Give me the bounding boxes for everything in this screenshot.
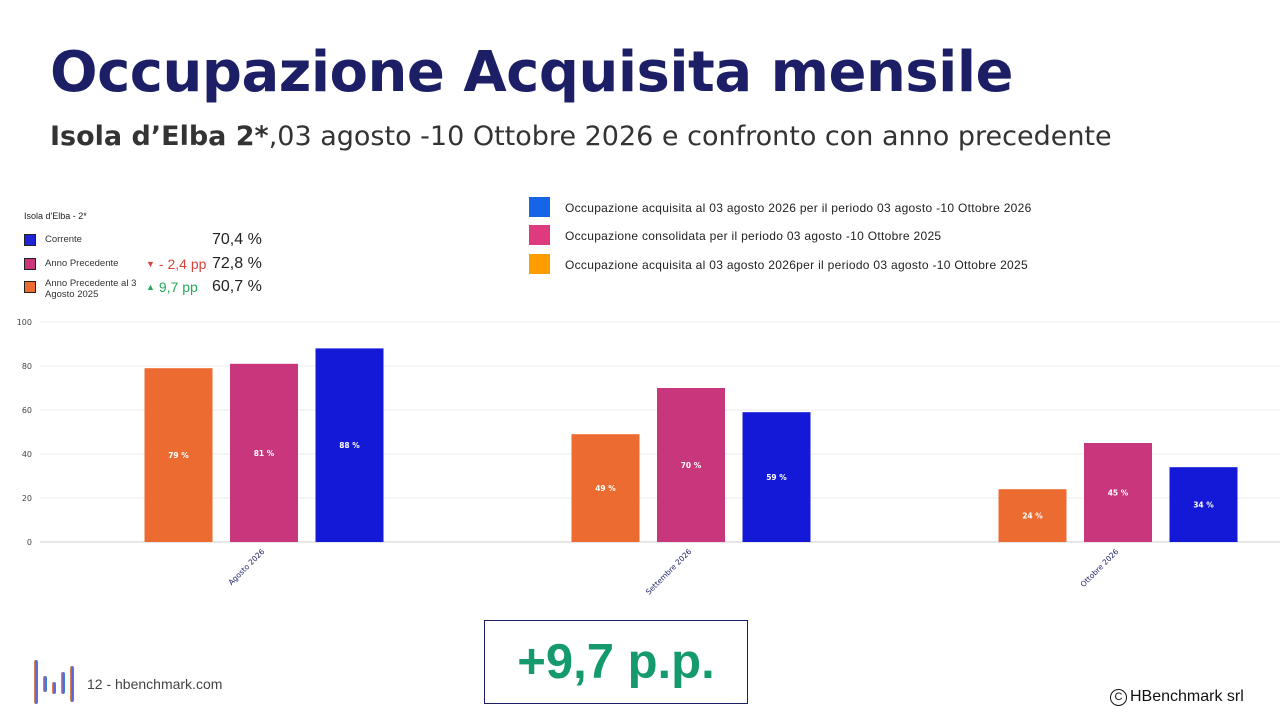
x-tick-label: Settembre 2026 — [644, 547, 694, 597]
bar-value-label: 49 % — [595, 484, 616, 493]
legend-item-2026-acquired: Occupazione acquisita al 03 agosto 2026 … — [529, 197, 1229, 219]
copyright-notice: C HBenchmark srl — [1110, 688, 1244, 706]
bar-value-label: 45 % — [1108, 489, 1129, 498]
y-tick-label: 80 — [22, 362, 32, 371]
kpi-swatch-previous-year — [24, 258, 36, 270]
bar — [571, 434, 640, 542]
kpi-swatch-current — [24, 234, 36, 246]
delta-callout: +9,7 p.p. — [484, 620, 748, 704]
bar — [144, 368, 213, 542]
arrow-up-icon: ▲ — [146, 282, 155, 292]
legend-item-2025-acquired: Occupazione acquisita al 03 agosto 2026p… — [529, 254, 1229, 276]
kpi-value-current: 70,4 % — [212, 231, 262, 248]
slide-title: Occupazione Acquisita mensile — [50, 40, 1014, 105]
copyright-icon: C — [1110, 689, 1127, 706]
bar — [230, 363, 298, 542]
bar — [657, 388, 725, 542]
bar-value-label: 81 % — [254, 449, 275, 458]
bar-value-label: 24 % — [1022, 512, 1043, 521]
kpi-delta-previous-year: ▼ - 2,4 pp — [146, 256, 206, 272]
x-tick-label: Agosto 2026 — [227, 547, 267, 587]
bar — [1169, 467, 1238, 542]
kpi-label-previous-year-at-date: Anno Precedente al 3 Agosto 2025 — [45, 278, 137, 300]
hbenchmark-logo — [34, 660, 74, 704]
legend-item-2025-consolidated: Occupazione consolidata per il periodo 0… — [529, 225, 1229, 247]
kpi-value-previous-year-at-date: 60,7 % — [212, 278, 262, 295]
arrow-down-icon: ▼ — [146, 259, 155, 269]
bar — [998, 489, 1067, 542]
legend-label-2025-consolidated: Occupazione consolidata per il periodo 0… — [565, 229, 942, 243]
y-tick-label: 100 — [17, 318, 32, 327]
bar-value-label: 59 % — [766, 473, 787, 482]
slide-subtitle: Isola d’Elba 2*,03 agosto -10 Ottobre 20… — [50, 121, 1112, 152]
legend-label-2025-acquired: Occupazione acquisita al 03 agosto 2026p… — [565, 258, 1028, 272]
kpi-summary: Isola d'Elba - 2* Corrente 70,4 % Anno P… — [20, 205, 280, 300]
kpi-delta-previous-year-text: - 2,4 pp — [158, 256, 207, 272]
y-tick-label: 40 — [22, 450, 32, 459]
y-tick-label: 60 — [22, 406, 32, 415]
footer-page-info: 12 - hbenchmark.com — [87, 676, 223, 692]
bar — [315, 348, 384, 542]
kpi-row-previous-year: Anno Precedente ▼ - 2,4 pp 72,8 % — [24, 255, 280, 275]
legend-swatch-2025-acquired — [529, 254, 550, 274]
kpi-value-previous-year: 72,8 % — [212, 255, 262, 272]
bar-value-label: 34 % — [1193, 501, 1214, 510]
subtitle-location: Isola d’Elba 2* — [50, 121, 269, 152]
kpi-swatch-previous-year-at-date — [24, 281, 36, 293]
kpi-row-previous-year-at-date: Anno Precedente al 3 Agosto 2025 ▲ 9,7 pp… — [24, 278, 280, 300]
kpi-delta-previous-year-at-date: ▲ 9,7 pp — [146, 279, 198, 295]
bar-value-label: 70 % — [681, 461, 702, 470]
x-tick-label: Ottobre 2026 — [1079, 547, 1121, 589]
y-tick-label: 20 — [22, 494, 32, 503]
bar-value-label: 79 % — [168, 451, 189, 460]
subtitle-period: ,03 agosto -10 Ottobre 2026 e confronto … — [268, 121, 1112, 152]
legend-swatch-2025-consolidated — [529, 225, 550, 245]
kpi-label-previous-year: Anno Precedente — [45, 258, 119, 269]
bar-value-label: 88 % — [339, 441, 360, 450]
copyright-text: HBenchmark srl — [1130, 688, 1244, 705]
legend-swatch-2026-acquired — [529, 197, 550, 217]
kpi-label-current: Corrente — [45, 234, 82, 245]
bar — [1084, 443, 1152, 542]
legend-label-2026-acquired: Occupazione acquisita al 03 agosto 2026 … — [565, 201, 1032, 215]
kpi-heading: Isola d'Elba - 2* — [24, 211, 87, 221]
y-tick-label: 0 — [27, 538, 32, 547]
bar — [742, 412, 811, 542]
kpi-row-current: Corrente 70,4 % — [24, 231, 280, 251]
bar-chart: 0 20 40 60 80 100 79 % 81 % 88 % Agosto 2026 49 % 7… — [17, 318, 1280, 597]
kpi-delta-previous-year-at-date-text: 9,7 pp — [158, 279, 198, 295]
